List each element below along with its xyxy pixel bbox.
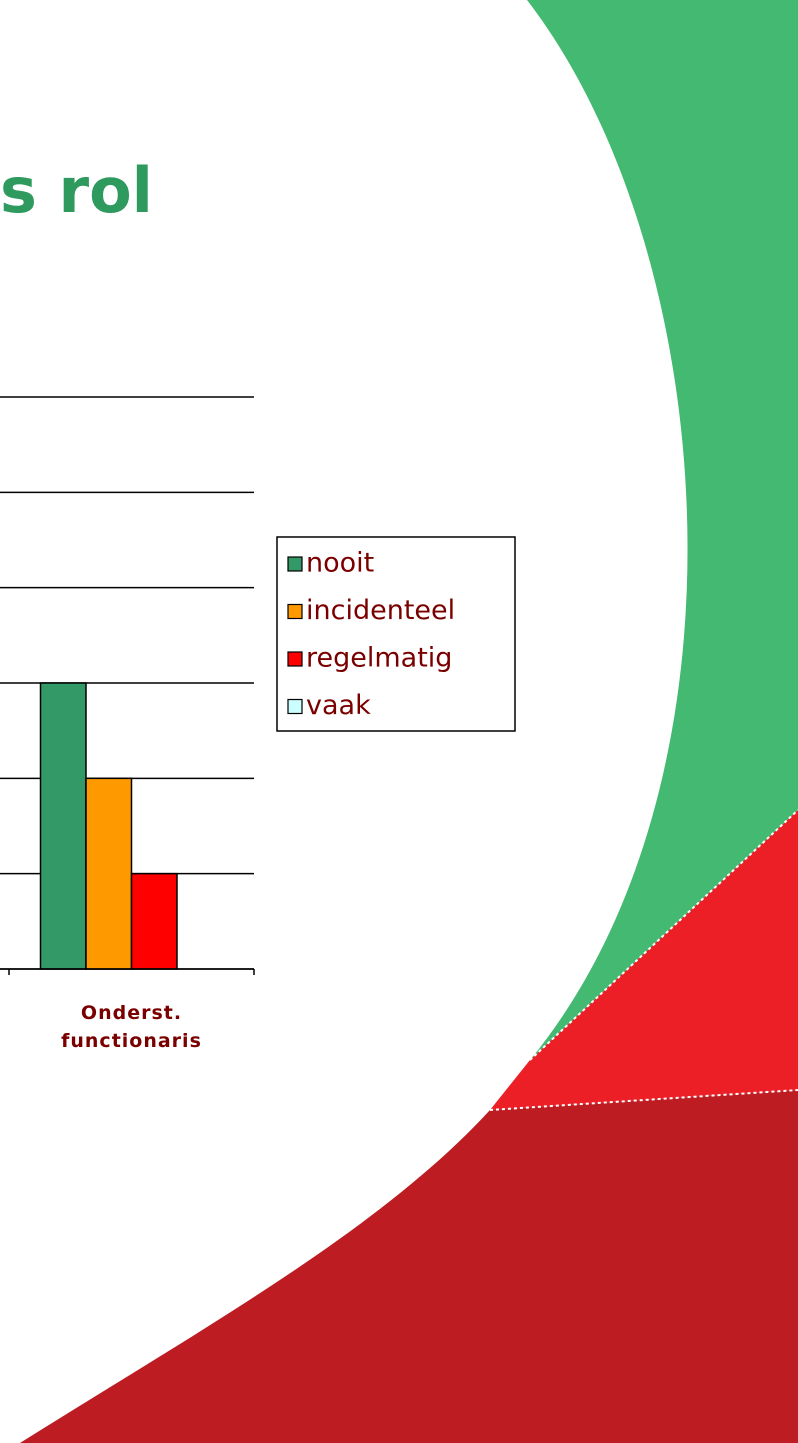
bar <box>130 872 178 970</box>
x-tick-label: Onderst. functionaris <box>61 1002 202 1052</box>
title: s rol <box>0 154 153 227</box>
legend-label: incidenteel <box>306 595 455 626</box>
bar <box>39 682 87 970</box>
red-shape <box>490 810 798 1110</box>
legend-label: vaak <box>306 690 371 721</box>
bar <box>85 777 133 970</box>
legend-label: regelmatig <box>306 643 452 674</box>
legend-box <box>276 536 516 732</box>
legend-swatch <box>287 556 303 572</box>
dark-red-shape <box>20 1090 798 1443</box>
green-shape <box>527 0 798 1060</box>
dotted-line <box>529 809 798 1061</box>
legend-swatch <box>287 603 303 620</box>
legend-label: nooit <box>306 548 374 579</box>
legend-swatch <box>287 698 303 715</box>
legend-swatch <box>287 651 303 667</box>
